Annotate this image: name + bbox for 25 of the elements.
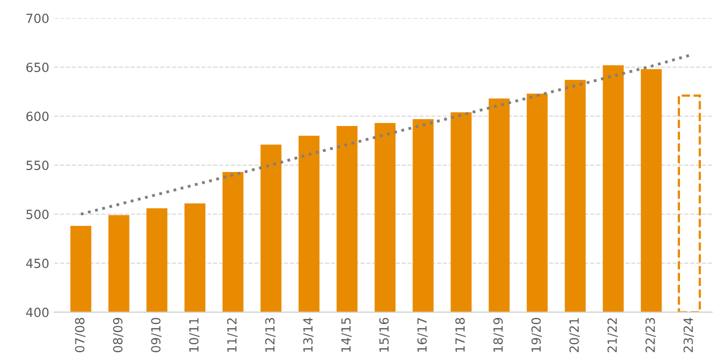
y-tick-label: 650 <box>26 62 49 72</box>
x-tick-label: 12/13 <box>265 318 276 352</box>
x-tick-label: 22/23 <box>645 318 656 352</box>
x-tick-label: 09/10 <box>151 318 162 352</box>
x-tick-label: 10/11 <box>189 318 200 352</box>
x-tick-label: 07/08 <box>75 318 86 352</box>
x-tick-label: 16/17 <box>417 318 428 352</box>
y-tick-label: 400 <box>26 308 49 318</box>
x-tick-label: 15/16 <box>379 318 390 352</box>
x-tick-label: 21/22 <box>607 318 618 352</box>
x-tick-label: 18/19 <box>493 318 504 352</box>
y-tick-label: 550 <box>26 160 49 170</box>
x-tick-label: 13/14 <box>303 318 314 352</box>
y-tick-label: 450 <box>26 258 49 268</box>
x-tick-label: 11/12 <box>227 318 238 352</box>
x-tick-label: 19/20 <box>531 318 542 352</box>
y-tick-label: 500 <box>26 210 49 220</box>
x-tick-label: 14/15 <box>341 318 352 352</box>
line-series <box>79 54 691 216</box>
y-tick-label: 600 <box>26 112 49 122</box>
y-tick-label: 700 <box>26 14 49 24</box>
x-tick-label: 08/09 <box>113 318 124 352</box>
x-tick-label: 17/18 <box>455 318 466 352</box>
x-tick-label: 20/21 <box>569 318 580 352</box>
x-tick-label: 23/24 <box>684 318 694 352</box>
